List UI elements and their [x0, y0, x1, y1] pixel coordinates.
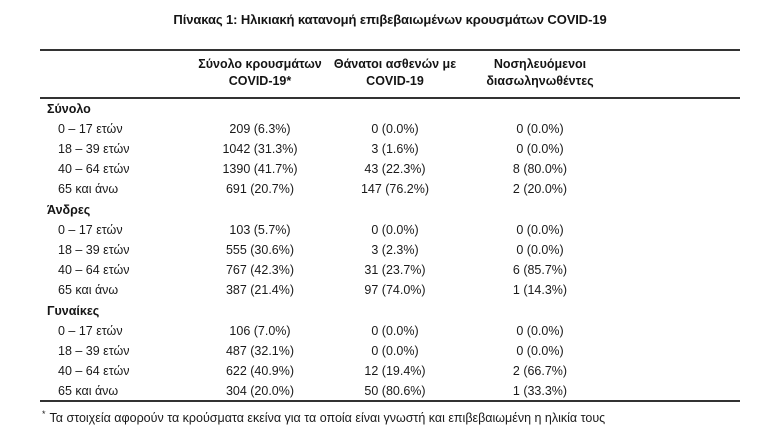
- table-row: 40 – 64 ετών 622 (40.9%) 12 (19.4%) 2 (6…: [40, 361, 740, 381]
- cases-cell: 1042 (31.3%): [222, 142, 298, 156]
- header-total-cases-line2: COVID-19*: [228, 74, 292, 88]
- spacer-cell: [620, 119, 740, 139]
- deaths-cell: 12 (19.4%): [364, 364, 426, 378]
- spacer-cell: [620, 381, 740, 401]
- header-intubated: Νοσηλευόμενοι διασωληνωθέντες: [460, 50, 620, 99]
- footnote-asterisk: *: [42, 409, 46, 419]
- header-total-cases-line1: Σύνολο κρουσμάτων: [198, 57, 322, 71]
- age-label: 0 – 17 ετών: [58, 324, 123, 338]
- cases-cell: 103 (5.7%): [229, 223, 291, 237]
- age-label: 65 και άνω: [58, 283, 119, 297]
- age-label: 40 – 64 ετών: [58, 162, 130, 176]
- header-intubated-line1: Νοσηλευόμενοι: [493, 57, 587, 71]
- header-intubated-line2: διασωληνωθέντες: [486, 74, 594, 88]
- cases-cell: 487 (32.1%): [225, 344, 295, 358]
- age-label: 18 – 39 ετών: [58, 142, 130, 156]
- deaths-cell: 3 (2.3%): [371, 243, 419, 257]
- deaths-cell: 0 (0.0%): [371, 324, 419, 338]
- intubated-cell: 2 (66.7%): [512, 364, 568, 378]
- cases-cell: 622 (40.9%): [225, 364, 295, 378]
- intubated-cell: 0 (0.0%): [516, 122, 564, 136]
- table-row: 0 – 17 ετών 106 (7.0%) 0 (0.0%) 0 (0.0%): [40, 321, 740, 341]
- cases-cell: 304 (20.0%): [225, 383, 295, 398]
- table-title: Πίνακας 1: Ηλικιακή κατανομή επιβεβαιωμέ…: [173, 12, 607, 27]
- header-deaths: Θάνατοι ασθενών με COVID-19: [330, 50, 460, 99]
- age-label: 18 – 39 ετών: [58, 243, 130, 257]
- intubated-cell: 0 (0.0%): [516, 243, 564, 257]
- intubated-cell: 6 (85.7%): [512, 263, 568, 277]
- cases-cell: 387 (21.4%): [225, 283, 295, 297]
- intubated-cell: 0 (0.0%): [516, 324, 564, 338]
- cases-cell: 106 (7.0%): [229, 324, 291, 338]
- spacer-cell: [620, 361, 740, 381]
- cases-cell: 555 (30.6%): [225, 243, 295, 257]
- age-label: 0 – 17 ετών: [58, 122, 123, 136]
- deaths-cell: 97 (74.0%): [364, 283, 426, 297]
- age-label: 40 – 64 ετών: [58, 364, 130, 378]
- header-deaths-line2: COVID-19: [366, 74, 424, 88]
- intubated-cell: 1 (14.3%): [512, 283, 568, 297]
- header-spacer-cell: [620, 50, 740, 99]
- age-label: 0 – 17 ετών: [58, 223, 123, 237]
- table-row: 0 – 17 ετών 103 (5.7%) 0 (0.0%) 0 (0.0%): [40, 220, 740, 240]
- intubated-cell: 1 (33.3%): [512, 383, 568, 398]
- age-label: 65 και άνω: [58, 383, 119, 398]
- spacer-cell: [620, 341, 740, 361]
- deaths-cell: 31 (23.7%): [364, 263, 426, 277]
- group-label: Σύνολο: [47, 102, 91, 116]
- table-row: 65 και άνω 304 (20.0%) 50 (80.6%) 1 (33.…: [40, 381, 740, 401]
- spacer-cell: [620, 179, 740, 199]
- table-row: 65 και άνω 387 (21.4%) 97 (74.0%) 1 (14.…: [40, 280, 740, 300]
- intubated-cell: 8 (80.0%): [512, 162, 568, 176]
- intubated-cell: 0 (0.0%): [516, 344, 564, 358]
- age-label: 40 – 64 ετών: [58, 263, 130, 277]
- table-row: 18 – 39 ετών 487 (32.1%) 0 (0.0%) 0 (0.0…: [40, 341, 740, 361]
- cases-cell: 691 (20.7%): [225, 182, 295, 196]
- group-header-women: Γυναίκες: [40, 300, 740, 321]
- table-row: 18 – 39 ετών 555 (30.6%) 3 (2.3%) 0 (0.0…: [40, 240, 740, 260]
- spacer-cell: [620, 240, 740, 260]
- deaths-cell: 3 (1.6%): [371, 142, 419, 156]
- header-deaths-line1: Θάνατοι ασθενών με: [333, 57, 457, 71]
- group-label: Γυναίκες: [47, 303, 100, 318]
- deaths-cell: 50 (80.6%): [364, 383, 426, 398]
- cases-cell: 209 (6.3%): [229, 122, 291, 136]
- cases-cell: 1390 (41.7%): [222, 162, 298, 176]
- intubated-cell: 0 (0.0%): [516, 142, 564, 156]
- table-row: 0 – 17 ετών 209 (6.3%) 0 (0.0%) 0 (0.0%): [40, 119, 740, 139]
- header-empty-cell: [40, 50, 190, 99]
- group-header-men: Άνδρες: [40, 199, 740, 220]
- table-row: 40 – 64 ετών 1390 (41.7%) 43 (22.3%) 8 (…: [40, 159, 740, 179]
- spacer-cell: [620, 139, 740, 159]
- covid-age-distribution-table: Σύνολο κρουσμάτων COVID-19* Θάνατοι ασθε…: [40, 49, 740, 402]
- footnote: * Τα στοιχεία αφορούν τα κρούσματα εκείνα…: [40, 409, 740, 425]
- group-header-total: Σύνολο: [40, 98, 740, 119]
- table-row: 40 – 64 ετών 767 (42.3%) 31 (23.7%) 6 (8…: [40, 260, 740, 280]
- spacer-cell: [620, 280, 740, 300]
- deaths-cell: 43 (22.3%): [364, 162, 426, 176]
- spacer-cell: [620, 220, 740, 240]
- table-row: 18 – 39 ετών 1042 (31.3%) 3 (1.6%) 0 (0.…: [40, 139, 740, 159]
- document-page: Πίνακας 1: Ηλικιακή κατανομή επιβεβαιωμέ…: [40, 12, 740, 425]
- intubated-cell: 0 (0.0%): [516, 223, 564, 237]
- deaths-cell: 0 (0.0%): [371, 223, 419, 237]
- footnote-text: Τα στοιχεία αφορούν τα κρούσματα εκείνα …: [49, 411, 606, 426]
- deaths-cell: 147 (76.2%): [360, 182, 430, 196]
- age-label: 18 – 39 ετών: [58, 344, 130, 358]
- intubated-cell: 2 (20.0%): [512, 182, 568, 196]
- header-row: Σύνολο κρουσμάτων COVID-19* Θάνατοι ασθε…: [40, 50, 740, 99]
- header-total-cases: Σύνολο κρουσμάτων COVID-19*: [190, 50, 330, 99]
- age-label: 65 και άνω: [58, 182, 119, 196]
- group-label: Άνδρες: [47, 202, 91, 217]
- cases-cell: 767 (42.3%): [225, 263, 295, 277]
- spacer-cell: [620, 159, 740, 179]
- deaths-cell: 0 (0.0%): [371, 344, 419, 358]
- table-row: 65 και άνω 691 (20.7%) 147 (76.2%) 2 (20…: [40, 179, 740, 199]
- deaths-cell: 0 (0.0%): [371, 122, 419, 136]
- spacer-cell: [620, 260, 740, 280]
- spacer-cell: [620, 321, 740, 341]
